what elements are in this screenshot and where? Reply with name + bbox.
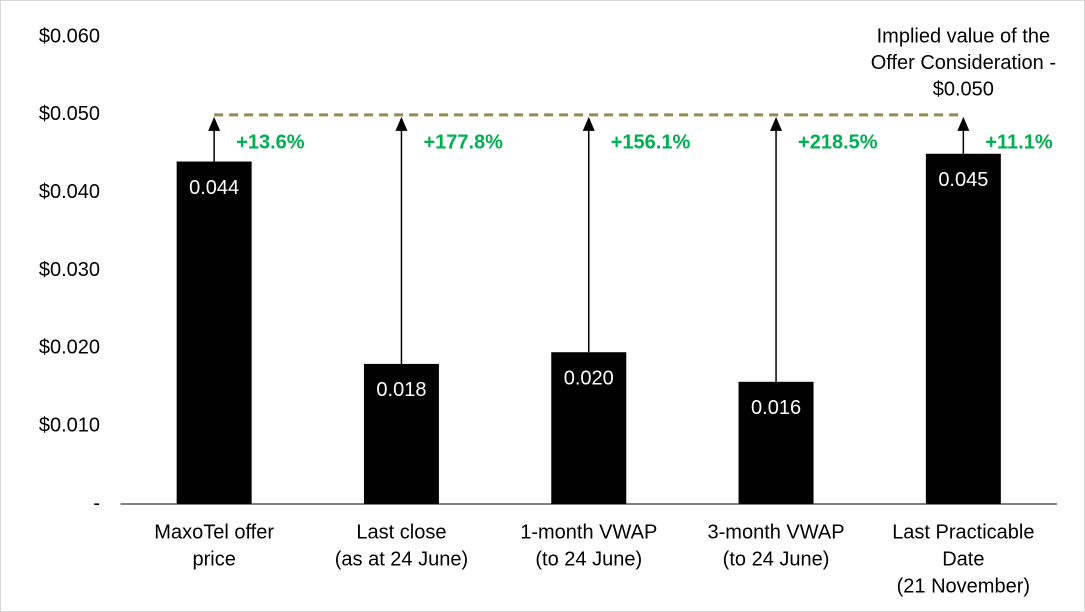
x-tick-label: (to 24 June) [535, 548, 642, 570]
y-tick-label: $0.030 [39, 259, 100, 281]
x-tick-label: 1-month VWAP [520, 521, 657, 543]
premium-label: +218.5% [798, 131, 878, 153]
value-label: 0.020 [564, 368, 614, 390]
y-tick-label: $0.050 [39, 103, 100, 125]
x-tick-label: Date [942, 548, 984, 570]
bar [738, 381, 814, 504]
x-tick-label: (21 November) [897, 575, 1030, 597]
bar [363, 363, 439, 504]
premium-label: +156.1% [611, 131, 691, 153]
premium-arrowhead [208, 116, 221, 131]
value-label: 0.016 [751, 397, 801, 419]
premium-label: +13.6% [236, 131, 305, 153]
premium-label: +177.8% [423, 131, 503, 153]
x-tick-label: Last close [356, 521, 446, 543]
x-tick-label: Last Practicable [892, 521, 1034, 543]
reference-label: Implied value of the [877, 25, 1050, 47]
y-tick-label: $0.020 [39, 337, 100, 359]
value-label: 0.018 [376, 379, 426, 401]
premium-label: +11.1% [985, 131, 1053, 153]
y-tick-label: $0.060 [39, 25, 100, 47]
reference-label: $0.050 [933, 78, 994, 100]
premium-arrowhead [582, 116, 595, 131]
value-label: 0.045 [938, 169, 988, 191]
y-tick-label: - [93, 492, 100, 514]
x-tick-label: (as at 24 June) [335, 548, 468, 570]
bar [176, 161, 252, 505]
value-label: 0.044 [189, 177, 239, 199]
y-tick-label: $0.010 [39, 414, 100, 436]
x-tick-label: price [192, 548, 235, 570]
premium-arrowhead [770, 116, 783, 131]
bar [551, 352, 627, 504]
y-tick-label: $0.040 [39, 181, 100, 203]
premium-arrowhead [957, 116, 970, 131]
bar [925, 153, 1001, 504]
x-tick-label: (to 24 June) [723, 548, 830, 570]
x-tick-label: 3-month VWAP [708, 521, 845, 543]
x-tick-label: MaxoTel offer [154, 521, 274, 543]
reference-label: Offer Consideration - [871, 52, 1056, 74]
premium-arrowhead [395, 116, 408, 131]
